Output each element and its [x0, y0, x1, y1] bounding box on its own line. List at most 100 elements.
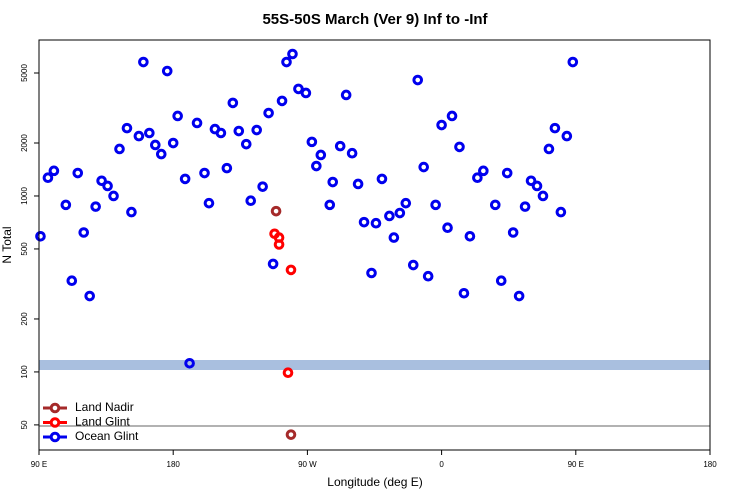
- data-point: [138, 56, 149, 68]
- data-point: [144, 127, 155, 139]
- x-tick-label: 180: [703, 460, 717, 469]
- data-point: [388, 232, 400, 243]
- chart-title: 55S-50S March (Ver 9) Inf to -Inf: [262, 11, 488, 28]
- data-point: [221, 162, 233, 174]
- data-point: [549, 122, 561, 134]
- data-point: [412, 74, 424, 86]
- data-point: [346, 147, 358, 159]
- data-point: [315, 149, 327, 161]
- data-point: [72, 167, 84, 179]
- data-point: [215, 127, 227, 139]
- data-point: [60, 199, 72, 211]
- data-point: [240, 138, 252, 150]
- data-point: [394, 207, 406, 219]
- band: [39, 360, 710, 370]
- data-point: [48, 165, 60, 177]
- plot-frame: [38, 39, 711, 451]
- data-point: [340, 89, 352, 101]
- data-point: [324, 199, 336, 211]
- data-point: [418, 161, 430, 173]
- data-point: [35, 230, 46, 242]
- data-point: [270, 205, 282, 217]
- data-point: [543, 143, 555, 155]
- data-point: [108, 190, 119, 202]
- data-point: [561, 130, 573, 142]
- legend-label: Ocean Glint: [75, 429, 139, 443]
- data-point: [370, 217, 382, 229]
- y-tick-label: 200: [20, 312, 29, 326]
- data-point: [472, 172, 483, 184]
- y-axis-label: N Total: [0, 226, 14, 263]
- data-point: [537, 190, 549, 202]
- data-point: [555, 206, 567, 218]
- x-tick-label: 90 E: [568, 460, 584, 469]
- data-point: [376, 173, 388, 185]
- data-point: [281, 56, 292, 68]
- data-point: [495, 275, 507, 286]
- data-point: [84, 290, 95, 302]
- data-point: [150, 139, 161, 151]
- data-point: [334, 140, 346, 152]
- data-point: [407, 259, 419, 271]
- data-point: [184, 357, 195, 369]
- data-point: [114, 143, 125, 155]
- data-point: [172, 110, 183, 122]
- data-point: [78, 227, 90, 238]
- data-point: [287, 48, 298, 60]
- data-point: [251, 124, 263, 136]
- x-tick-label: 0: [439, 460, 444, 469]
- data-point: [96, 175, 107, 187]
- y-tick-label: 1000: [20, 187, 29, 205]
- data-point: [285, 264, 297, 276]
- data-point: [446, 110, 458, 122]
- data-point: [121, 122, 133, 134]
- data-point: [263, 107, 274, 119]
- data-point: [464, 230, 476, 242]
- data-point: [430, 199, 441, 211]
- data-point: [519, 201, 531, 212]
- data-point: [233, 125, 245, 137]
- x-tick-label: 90 E: [31, 460, 47, 469]
- data-point: [155, 148, 167, 160]
- legend-label: Land Glint: [75, 415, 130, 429]
- y-tick-label: 100: [20, 365, 29, 379]
- data-point: [285, 429, 297, 440]
- data-point: [507, 227, 519, 238]
- data-point: [442, 222, 453, 234]
- x-tick-label: 180: [167, 460, 181, 469]
- data-point: [293, 83, 304, 95]
- data-point: [358, 216, 370, 228]
- data-point: [501, 167, 513, 179]
- data-point: [525, 175, 537, 187]
- data-point: [513, 290, 525, 302]
- data-point: [66, 275, 78, 286]
- legend-marker: [49, 417, 61, 428]
- data-point: [458, 287, 470, 299]
- legend-marker: [49, 402, 61, 414]
- legend-label: Land Nadir: [75, 400, 134, 414]
- y-tick-label: 2000: [20, 134, 29, 152]
- data-point: [42, 172, 54, 184]
- data-point: [199, 167, 210, 179]
- data-point: [454, 141, 465, 153]
- data-point: [273, 239, 285, 250]
- data-point: [567, 56, 579, 68]
- data-point: [282, 367, 294, 378]
- data-point: [352, 178, 364, 190]
- data-point: [191, 117, 203, 129]
- data-point: [245, 195, 257, 207]
- data-point: [311, 160, 322, 172]
- data-point: [436, 119, 447, 131]
- data-point: [300, 87, 312, 99]
- data-point: [531, 180, 543, 192]
- data-point: [257, 181, 268, 192]
- data-point: [489, 199, 501, 211]
- y-tick-label: 5000: [20, 64, 29, 82]
- data-point: [327, 176, 339, 188]
- data-point: [102, 180, 113, 192]
- data-point: [306, 136, 318, 148]
- data-point: [267, 258, 279, 270]
- data-point: [227, 97, 239, 109]
